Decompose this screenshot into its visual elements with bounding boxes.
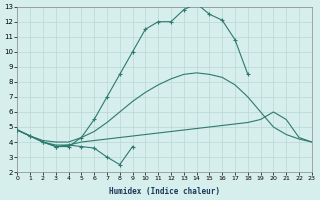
X-axis label: Humidex (Indice chaleur): Humidex (Indice chaleur)	[109, 187, 220, 196]
